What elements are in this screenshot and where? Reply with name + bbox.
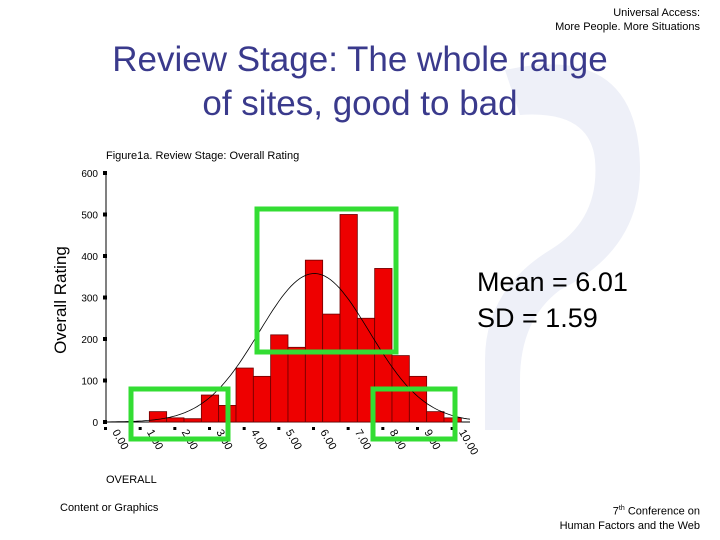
x-tick-mark xyxy=(242,427,246,430)
y-tick-mark xyxy=(103,212,107,217)
x-tick-mark xyxy=(381,427,385,430)
header-line-1: Universal Access: xyxy=(613,7,700,19)
y-tick-mark xyxy=(103,254,107,258)
header-line-2: More People. More Situations xyxy=(555,21,700,33)
y-axis-label: Overall Rating xyxy=(51,246,70,354)
x-tick-mark xyxy=(277,427,281,430)
x-tick-label: 0.00 xyxy=(109,428,130,453)
footer-right-line-1: 7th Conference on xyxy=(560,502,700,519)
footer-ordinal-suffix: th xyxy=(618,505,625,512)
chart-title: Figure1a. Review Stage: Overall Rating xyxy=(106,150,299,162)
histogram-bar xyxy=(270,334,289,423)
x-tick-mark xyxy=(104,427,107,430)
histogram-bar xyxy=(426,411,445,423)
x-tick-mark xyxy=(208,427,211,430)
x-tick-mark xyxy=(138,427,142,430)
slide-title: Review Stage: The whole range of sites, … xyxy=(0,38,720,126)
x-axis-label: OVERALL xyxy=(106,474,157,486)
y-tick-mark xyxy=(103,378,107,383)
x-tick-mark xyxy=(312,427,315,430)
histogram-bar xyxy=(252,375,272,423)
y-tick-mark xyxy=(103,420,107,424)
footer-left-text: Content or Graphics xyxy=(60,502,159,514)
footer-ordinal: 7 xyxy=(612,505,619,518)
highlight-box-mid xyxy=(254,206,399,355)
slide-title-line-2: of sites, good to bad xyxy=(202,84,518,123)
x-tick-label: 4.00 xyxy=(248,428,269,453)
y-tick-label: 100 xyxy=(81,377,98,388)
x-tick-label: 10.00 xyxy=(456,428,480,458)
histogram-bar xyxy=(148,411,168,423)
y-tick-mark xyxy=(103,337,107,341)
y-tick-mark xyxy=(103,171,107,175)
highlight-box-high xyxy=(370,386,458,442)
histogram-bar xyxy=(166,417,185,423)
x-tick-label: 7.00 xyxy=(352,428,373,453)
slide-title-line-1: Review Stage: The whole range xyxy=(112,40,608,79)
histogram-bar xyxy=(322,313,341,423)
x-tick-label: 5.00 xyxy=(283,428,304,453)
histogram-bar xyxy=(235,367,254,423)
x-tick-mark xyxy=(416,427,419,430)
x-tick-mark xyxy=(450,427,454,430)
x-tick-mark xyxy=(346,427,350,430)
y-tick-mark xyxy=(103,295,107,300)
histogram-bar xyxy=(200,394,220,423)
y-tick-label: 0 xyxy=(92,418,98,429)
footer-right-text: 7th Conference on Human Factors and the … xyxy=(560,502,700,533)
header-caption: Universal Access: More People. More Situ… xyxy=(555,6,700,34)
histogram-bar xyxy=(183,418,202,423)
highlight-boxes xyxy=(128,206,458,442)
histogram-bar xyxy=(408,375,428,423)
y-tick-label: 200 xyxy=(81,335,98,346)
sd-text: SD = 1.59 xyxy=(477,303,598,333)
footer-right-line-2: Human Factors and the Web xyxy=(559,519,700,532)
histogram-bar xyxy=(374,268,393,423)
footer-conference: Conference on xyxy=(627,505,700,518)
highlight-box-low xyxy=(128,386,231,442)
y-tick-label: 300 xyxy=(81,294,98,305)
y-tick-label: 400 xyxy=(81,252,98,263)
mean-text: Mean = 6.01 xyxy=(477,267,628,297)
x-tick-label: 6.00 xyxy=(317,428,338,453)
histogram-bar xyxy=(304,259,324,423)
histogram-bar xyxy=(287,346,306,423)
y-tick-label: 500 xyxy=(81,211,98,222)
x-tick-mark xyxy=(173,427,177,430)
y-tick-label: 600 xyxy=(81,169,98,180)
histogram-bar xyxy=(339,214,358,423)
stats-panel: Mean = 6.01 SD = 1.59 xyxy=(477,264,628,336)
